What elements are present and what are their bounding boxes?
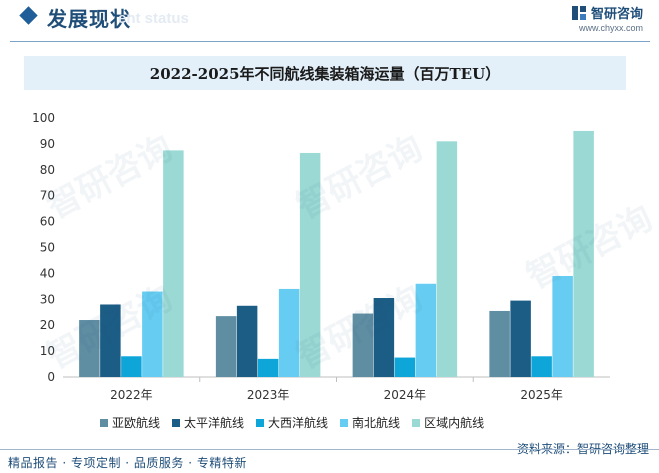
bar (573, 130, 594, 377)
y-tick-label: 70 (40, 189, 55, 203)
bar (394, 357, 416, 377)
legend-label: 区域内航线 (424, 416, 485, 430)
y-tick-label: 30 (40, 292, 55, 306)
bar (142, 291, 163, 377)
bar (121, 356, 142, 377)
brand-logo-icon (571, 5, 586, 20)
bar (257, 358, 279, 377)
bar (415, 283, 437, 377)
legend-swatch (172, 418, 181, 427)
footer-divider (0, 449, 659, 450)
y-tick-label: 90 (40, 137, 55, 151)
legend-label: 亚欧航线 (112, 416, 161, 430)
y-tick-label: 80 (40, 163, 55, 177)
bar (489, 310, 510, 377)
header-divider (10, 41, 650, 42)
section-subtitle: ent status (118, 10, 189, 27)
bar (236, 305, 258, 377)
legend-label: 南北航线 (352, 416, 401, 430)
x-tick-label: 2023年 (247, 388, 290, 402)
chart-legend: 亚欧航线 太平洋航线 大西洋航线 南北航线 区域内航线 (100, 414, 484, 431)
legend-swatch (100, 418, 108, 427)
header: 发展现状 ent status 智研咨询 www.chyxx.com (0, 0, 659, 40)
bar (552, 275, 573, 377)
legend-label: 太平洋航线 (184, 416, 245, 430)
legend-item: 大西洋航线 (256, 414, 328, 431)
y-tick-label: 60 (40, 215, 55, 229)
legend-item: 太平洋航线 (172, 414, 244, 431)
brand: 智研咨询 www.chyxx.com (571, 3, 643, 33)
legend-label: 大西洋航线 (268, 416, 329, 430)
bar (531, 356, 552, 377)
bar (100, 304, 121, 377)
legend-swatch (340, 418, 349, 427)
brand-name: 智研咨询 (590, 7, 643, 22)
bar (373, 298, 395, 377)
bar (352, 313, 374, 377)
x-tick-label: 2024年 (384, 388, 427, 402)
bar (436, 141, 458, 377)
bar (299, 152, 321, 377)
bar (278, 288, 300, 377)
y-tick-label: 20 (40, 318, 55, 332)
bar (79, 320, 100, 377)
y-tick-label: 50 (40, 241, 55, 255)
bar (510, 300, 531, 377)
y-tick-label: 40 (40, 266, 55, 280)
brand-url: www.chyxx.com (578, 23, 643, 33)
chart-title: 2022-2025年不同航线集装箱海运量（百万TEU） (149, 64, 501, 83)
legend-swatch (256, 418, 265, 427)
y-tick-label: 10 (40, 344, 55, 358)
legend-item: 亚欧航线 (100, 414, 160, 431)
legend-item: 区域内航线 (412, 414, 484, 431)
section-title: 发展现状 (47, 7, 131, 31)
y-tick-label: 0 (47, 370, 55, 384)
x-tick-label: 2025年 (520, 388, 563, 402)
legend-item: 南北航线 (340, 414, 400, 431)
footer-tagline: 精品报告 · 专项定制 · 品质服务 · 专精特新 (8, 456, 247, 470)
bar (163, 150, 184, 377)
bar (215, 316, 237, 377)
chart-title-band: 2022-2025年不同航线集装箱海运量（百万TEU） (24, 56, 626, 90)
legend-swatch (412, 418, 421, 427)
x-tick-label: 2022年 (110, 388, 153, 402)
y-tick-label: 100 (32, 111, 55, 125)
